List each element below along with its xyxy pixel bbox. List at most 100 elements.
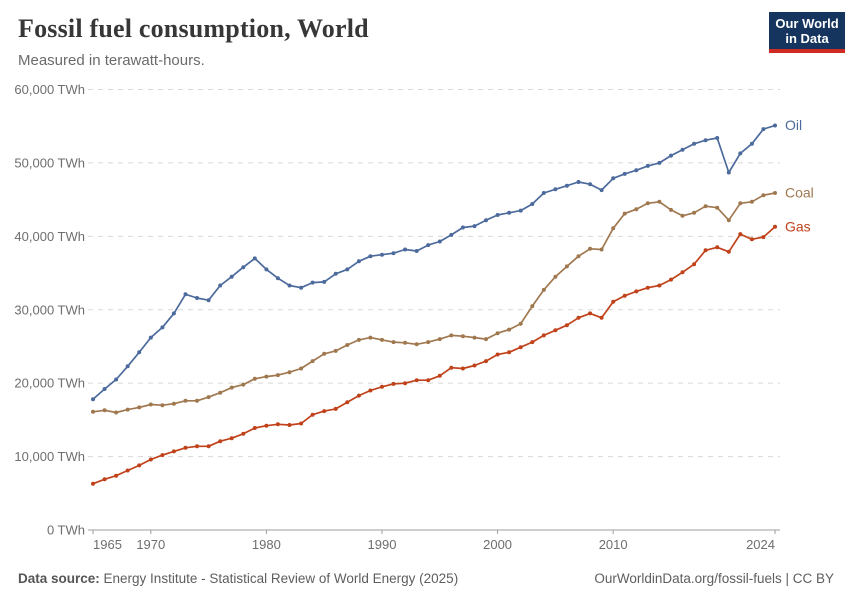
y-axis-label: 30,000 TWh <box>14 302 85 317</box>
gas-data-point <box>507 350 512 355</box>
oil-data-point <box>449 232 454 237</box>
oil-data-point <box>368 254 373 259</box>
oil-data-point <box>403 247 408 252</box>
coal-data-point <box>518 321 523 326</box>
owid-url-link[interactable]: OurWorldinData.org/fossil-fuels <box>594 571 782 586</box>
gas-data-point <box>495 352 500 357</box>
owid-logo[interactable]: Our World in Data <box>769 12 845 53</box>
oil-data-point <box>171 311 176 316</box>
oil-data-point <box>102 387 107 391</box>
coal-data-point <box>229 385 234 390</box>
oil-data-point <box>715 136 720 140</box>
oil-series-line <box>92 124 776 400</box>
coal-data-point <box>495 331 500 336</box>
gas-data-point <box>380 384 384 389</box>
gas-data-point <box>322 409 327 414</box>
gas-data-point <box>160 453 165 458</box>
gas-data-point <box>275 422 280 427</box>
coal-data-point <box>564 264 569 269</box>
oil-data-point <box>564 183 569 188</box>
oil-data-point <box>541 191 546 195</box>
gas-data-point <box>518 345 523 350</box>
oil-data-point <box>287 283 292 288</box>
y-axis-label: 10,000 TWh <box>14 449 85 464</box>
y-axis-label: 20,000 TWh <box>14 376 85 391</box>
gas-data-point <box>564 323 569 328</box>
coal-data-point <box>368 335 373 340</box>
oil-data-point <box>264 267 269 272</box>
coal-data-point <box>264 374 269 379</box>
gas-data-point <box>692 262 697 267</box>
gas-data-point <box>669 277 673 282</box>
gas-data-point <box>588 311 593 316</box>
oil-data-point <box>530 202 535 206</box>
coal-data-point <box>380 337 384 342</box>
owid-logo-line2: in Data <box>785 31 829 46</box>
oil-data-point <box>333 271 338 276</box>
oil-data-point <box>206 298 211 303</box>
gas-data-point <box>449 365 454 370</box>
owid-logo-line1: Our World <box>775 16 839 31</box>
coal-data-point <box>472 335 477 340</box>
license-label: CC BY <box>792 571 834 586</box>
coal-data-point <box>206 395 211 400</box>
page-title: Fossil fuel consumption, World <box>18 14 369 43</box>
gas-data-point <box>102 477 107 482</box>
coal-data-point <box>484 337 488 342</box>
oil-data-point <box>738 151 743 156</box>
coal-data-point <box>391 340 396 345</box>
x-axis-label: 1965 <box>93 537 122 552</box>
coal-data-point <box>599 247 604 252</box>
oil-data-point <box>310 280 315 285</box>
coal-data-point <box>91 409 95 414</box>
gas-data-point <box>114 473 119 478</box>
gas-data-point <box>645 285 650 290</box>
coal-data-point <box>726 218 731 223</box>
oil-data-point <box>484 218 488 223</box>
coal-data-point <box>171 401 176 406</box>
coal-data-point <box>680 213 685 218</box>
coal-data-point <box>275 373 280 378</box>
gas-series-points <box>91 224 777 486</box>
gas-data-point <box>599 315 604 320</box>
oil-data-point <box>611 176 616 181</box>
gas-data-point <box>773 224 777 229</box>
gas-data-point <box>91 481 95 486</box>
oil-data-point <box>380 252 384 257</box>
oil-data-point <box>183 292 188 297</box>
gas-data-point <box>368 388 373 393</box>
coal-data-point <box>322 351 327 356</box>
gas-data-point <box>171 449 176 454</box>
oil-data-point <box>391 251 396 256</box>
gas-data-point <box>137 463 142 468</box>
oil-data-point <box>299 285 304 290</box>
oil-data-point <box>645 163 650 168</box>
coal-data-point <box>102 408 107 413</box>
data-source-text: Energy Institute - Statistical Review of… <box>99 571 459 586</box>
coal-data-point <box>125 407 130 412</box>
gas-data-point <box>472 363 477 368</box>
coal-data-point <box>749 199 754 204</box>
coal-data-point <box>576 254 581 259</box>
coal-data-point <box>703 204 708 209</box>
gas-data-point <box>310 412 315 417</box>
gas-data-point <box>622 293 627 298</box>
oil-data-point <box>518 208 523 213</box>
gas-data-point <box>541 333 546 338</box>
x-axis-label: 2024 <box>746 537 775 552</box>
gas-data-point <box>333 406 338 411</box>
coal-data-point <box>622 211 627 216</box>
gas-data-point <box>264 423 269 428</box>
gas-data-point <box>356 393 361 398</box>
coal-data-point <box>183 398 188 403</box>
oil-data-point <box>680 147 685 152</box>
oil-data-point <box>322 279 327 284</box>
oil-data-point <box>576 180 581 184</box>
oil-data-point <box>114 377 119 382</box>
gas-data-point <box>484 359 488 364</box>
oil-series-points <box>91 123 777 402</box>
coal-data-point <box>553 274 558 279</box>
oil-data-point <box>356 259 361 264</box>
